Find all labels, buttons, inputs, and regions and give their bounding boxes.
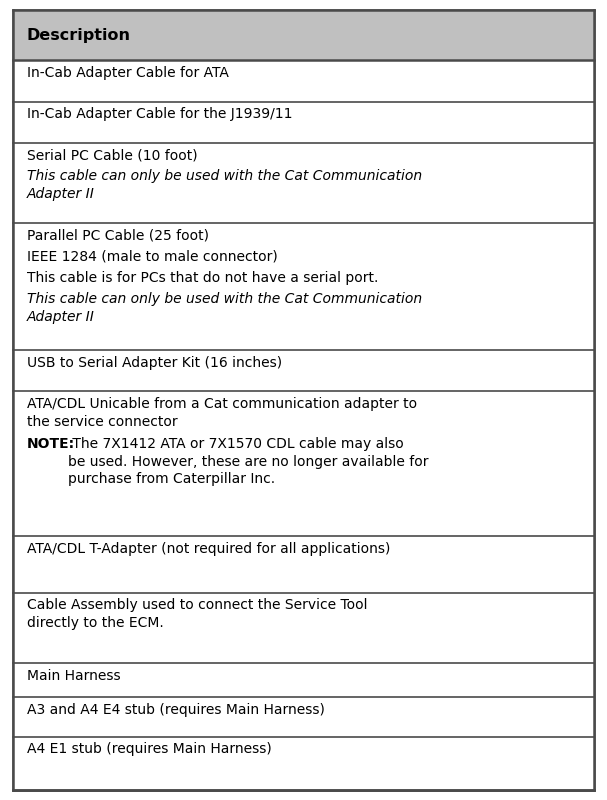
Text: A3 and A4 E4 stub (requires Main Harness): A3 and A4 E4 stub (requires Main Harness…	[27, 703, 325, 717]
Text: IEEE 1284 (male to male connector): IEEE 1284 (male to male connector)	[27, 250, 277, 264]
Text: Main Harness: Main Harness	[27, 669, 120, 683]
Bar	[13, 593, 594, 663]
Bar	[13, 61, 594, 102]
Text: This cable can only be used with the Cat Communication
Adapter II: This cable can only be used with the Cat…	[27, 292, 422, 324]
Text: Serial PC Cable (10 foot): Serial PC Cable (10 foot)	[27, 148, 197, 162]
Bar	[13, 737, 594, 790]
Text: ATA/CDL T-Adapter (not required for all applications): ATA/CDL T-Adapter (not required for all …	[27, 542, 390, 556]
Text: In-Cab Adapter Cable for ATA: In-Cab Adapter Cable for ATA	[27, 66, 229, 80]
Text: This cable is for PCs that do not have a serial port.: This cable is for PCs that do not have a…	[27, 271, 378, 285]
Bar	[13, 663, 594, 698]
Bar	[13, 223, 594, 350]
Bar	[13, 350, 594, 391]
Text: In-Cab Adapter Cable for the J1939/11: In-Cab Adapter Cable for the J1939/11	[27, 107, 292, 121]
Bar	[13, 102, 594, 142]
Bar	[13, 391, 594, 536]
Text: A4 E1 stub (requires Main Harness): A4 E1 stub (requires Main Harness)	[27, 742, 271, 756]
Text: USB to Serial Adapter Kit (16 inches): USB to Serial Adapter Kit (16 inches)	[27, 356, 282, 370]
Text: NOTE:: NOTE:	[27, 437, 75, 450]
Bar	[13, 142, 594, 223]
Text: The 7X1412 ATA or 7X1570 CDL cable may also
be used. However, these are no longe: The 7X1412 ATA or 7X1570 CDL cable may a…	[69, 437, 429, 486]
Text: Cable Assembly used to connect the Service Tool
directly to the ECM.: Cable Assembly used to connect the Servi…	[27, 598, 367, 630]
Text: This cable can only be used with the Cat Communication
Adapter II: This cable can only be used with the Cat…	[27, 170, 422, 202]
Text: Description: Description	[27, 27, 131, 42]
Bar	[13, 10, 594, 61]
Text: Parallel PC Cable (25 foot): Parallel PC Cable (25 foot)	[27, 229, 209, 242]
Text: ATA/CDL Unicable from a Cat communication adapter to
the service connector: ATA/CDL Unicable from a Cat communicatio…	[27, 397, 417, 429]
Bar	[13, 536, 594, 593]
Bar	[13, 698, 594, 737]
